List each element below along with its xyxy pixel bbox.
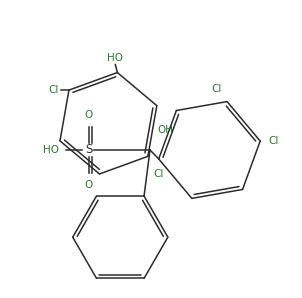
Text: Cl: Cl [212, 84, 222, 94]
Text: Cl: Cl [268, 136, 278, 146]
Text: HO: HO [43, 145, 59, 155]
Text: O: O [85, 180, 93, 190]
Text: S: S [85, 144, 92, 156]
Text: HO: HO [108, 53, 123, 63]
Text: OH: OH [157, 125, 173, 135]
Text: O: O [85, 110, 93, 120]
Text: Cl: Cl [49, 85, 59, 95]
Text: Cl: Cl [153, 169, 164, 179]
